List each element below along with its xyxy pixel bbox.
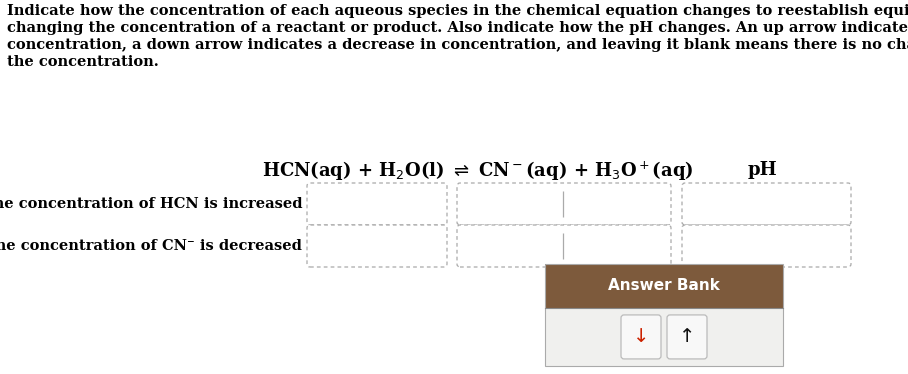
FancyBboxPatch shape: [667, 315, 707, 359]
Bar: [545, 264, 783, 366]
Text: ↑: ↑: [679, 327, 696, 346]
Text: after the concentration of CN⁻ is decreased: after the concentration of CN⁻ is decrea…: [0, 239, 302, 253]
FancyBboxPatch shape: [457, 183, 671, 225]
FancyBboxPatch shape: [307, 183, 447, 225]
FancyBboxPatch shape: [682, 183, 851, 225]
FancyBboxPatch shape: [682, 225, 851, 267]
Text: HCN(aq) + H$_2$O(l) $\rightleftharpoons$ CN$^-$(aq) + H$_3$O$^+$(aq): HCN(aq) + H$_2$O(l) $\rightleftharpoons$…: [262, 159, 694, 181]
FancyBboxPatch shape: [307, 225, 447, 267]
Text: changing the concentration of a reactant or product. Also indicate how the pH ch: changing the concentration of a reactant…: [7, 21, 908, 35]
Bar: [545, 308, 783, 366]
FancyBboxPatch shape: [621, 315, 661, 359]
FancyBboxPatch shape: [457, 225, 671, 267]
Text: ↓: ↓: [633, 327, 649, 346]
Text: pH: pH: [748, 161, 777, 179]
Text: Indicate how the concentration of each aqueous species in the chemical equation : Indicate how the concentration of each a…: [7, 4, 908, 18]
Text: after the concentration of HCN is increased: after the concentration of HCN is increa…: [0, 197, 302, 211]
Text: concentration, a down arrow indicates a decrease in concentration, and leaving i: concentration, a down arrow indicates a …: [7, 38, 908, 52]
Text: Answer Bank: Answer Bank: [608, 278, 720, 294]
Text: the concentration.: the concentration.: [7, 55, 159, 69]
Bar: [545, 264, 783, 308]
